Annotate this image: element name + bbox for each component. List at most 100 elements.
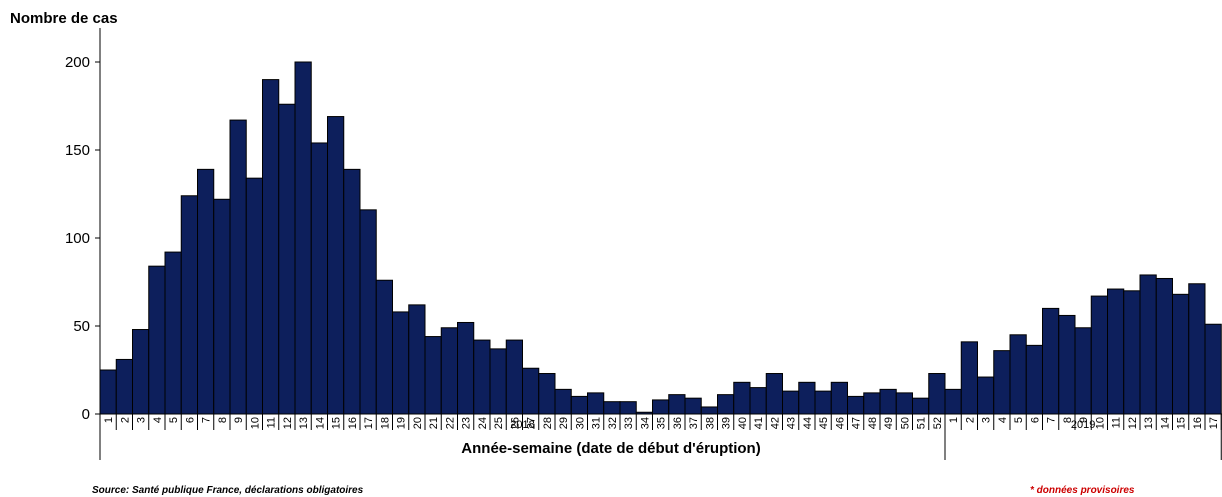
week-tick-label: 28 <box>542 417 554 429</box>
bar <box>993 350 1011 415</box>
bar <box>668 394 686 415</box>
bar <box>457 321 475 415</box>
bar <box>1009 334 1027 415</box>
bar <box>733 381 751 415</box>
week-tick-label: 29 <box>558 417 570 429</box>
week-tick-label: 14 <box>1159 417 1171 429</box>
week-tick-label: 18 <box>379 417 391 429</box>
week-tick-label: 31 <box>591 417 603 429</box>
bar <box>765 373 783 415</box>
week-tick-label: 4 <box>152 417 164 423</box>
bar <box>619 401 637 415</box>
week-tick-label: 42 <box>769 417 781 429</box>
y-tick-label: 150 <box>65 142 90 159</box>
bar <box>489 348 507 415</box>
week-tick-label: 11 <box>266 417 278 428</box>
bar <box>310 142 328 415</box>
week-tick-label: 7 <box>201 417 213 423</box>
bar <box>278 103 296 415</box>
bar <box>1074 327 1092 415</box>
bar <box>1107 288 1125 415</box>
bar <box>603 401 621 415</box>
week-tick-label: 47 <box>851 417 863 429</box>
bar <box>749 387 767 415</box>
year-label: 2018 <box>510 419 534 431</box>
bar <box>1139 274 1157 415</box>
bar <box>327 116 345 415</box>
bar <box>554 388 572 415</box>
y-tick-label: 0 <box>82 406 90 423</box>
week-tick-label: 3 <box>981 417 993 423</box>
week-tick-label: 20 <box>412 417 424 429</box>
bar <box>115 358 133 415</box>
bar <box>99 369 117 415</box>
bar <box>148 265 166 415</box>
week-tick-label: 23 <box>461 417 473 429</box>
week-tick-label: 41 <box>753 417 765 429</box>
week-tick-label: 27 <box>526 417 538 429</box>
week-tick-label: 15 <box>331 417 343 429</box>
week-tick-label: 39 <box>721 417 733 429</box>
provisional-note: * données provisoires <box>1030 485 1135 496</box>
bar <box>587 392 605 415</box>
y-tick-label: 200 <box>65 54 90 71</box>
week-tick-label: 51 <box>916 417 928 429</box>
bar <box>717 394 735 415</box>
bar <box>1155 277 1173 415</box>
week-tick-label: 10 <box>1094 417 1106 429</box>
week-tick-label: 37 <box>688 417 700 429</box>
bar <box>1172 293 1190 415</box>
week-tick-label: 13 <box>1143 417 1155 429</box>
bar <box>895 392 913 415</box>
bar <box>960 341 978 415</box>
bar <box>782 390 800 415</box>
bar <box>522 367 540 415</box>
week-tick-label: 6 <box>1029 417 1041 423</box>
bar <box>359 209 377 415</box>
week-tick-label: 2 <box>964 417 976 423</box>
y-tick-label: 50 <box>73 318 90 335</box>
week-tick-label: 9 <box>233 417 245 423</box>
bar <box>1025 344 1043 415</box>
week-tick-label: 21 <box>428 417 440 429</box>
week-tick-label: 38 <box>704 417 716 429</box>
week-tick-label: 30 <box>574 417 586 429</box>
bar <box>1042 307 1060 415</box>
bar <box>912 397 930 415</box>
bar <box>798 381 816 415</box>
bar <box>700 406 718 415</box>
week-tick-label: 10 <box>249 417 261 429</box>
source-note: Source: Santé publique France, déclarati… <box>92 485 364 496</box>
bar <box>424 336 442 415</box>
week-tick-label: 16 <box>1192 417 1204 429</box>
bar <box>830 381 848 415</box>
week-tick-label: 5 <box>168 417 180 423</box>
bar <box>1123 290 1141 415</box>
bar <box>473 339 491 415</box>
bar <box>408 304 426 415</box>
week-tick-label: 6 <box>184 417 196 423</box>
bar <box>570 395 588 415</box>
bar <box>977 376 995 415</box>
week-tick-label: 49 <box>883 417 895 429</box>
week-tick-label: 50 <box>899 417 911 429</box>
bar <box>1188 283 1206 415</box>
bar <box>652 399 670 415</box>
bar <box>294 61 312 415</box>
bar <box>944 388 962 415</box>
y-tick-label: 100 <box>65 230 90 247</box>
week-tick-label: 44 <box>802 417 814 429</box>
bar <box>847 395 865 415</box>
week-tick-label: 26 <box>509 417 521 429</box>
bar <box>863 392 881 415</box>
week-tick-label: 17 <box>1208 417 1220 429</box>
bar <box>538 373 556 415</box>
week-tick-label: 2 <box>119 417 131 423</box>
week-tick-label: 33 <box>623 417 635 429</box>
bar <box>505 339 523 415</box>
bar <box>213 198 231 415</box>
bar <box>1090 295 1108 415</box>
bar <box>440 327 458 415</box>
bar <box>375 279 393 415</box>
week-tick-label: 24 <box>477 417 489 429</box>
